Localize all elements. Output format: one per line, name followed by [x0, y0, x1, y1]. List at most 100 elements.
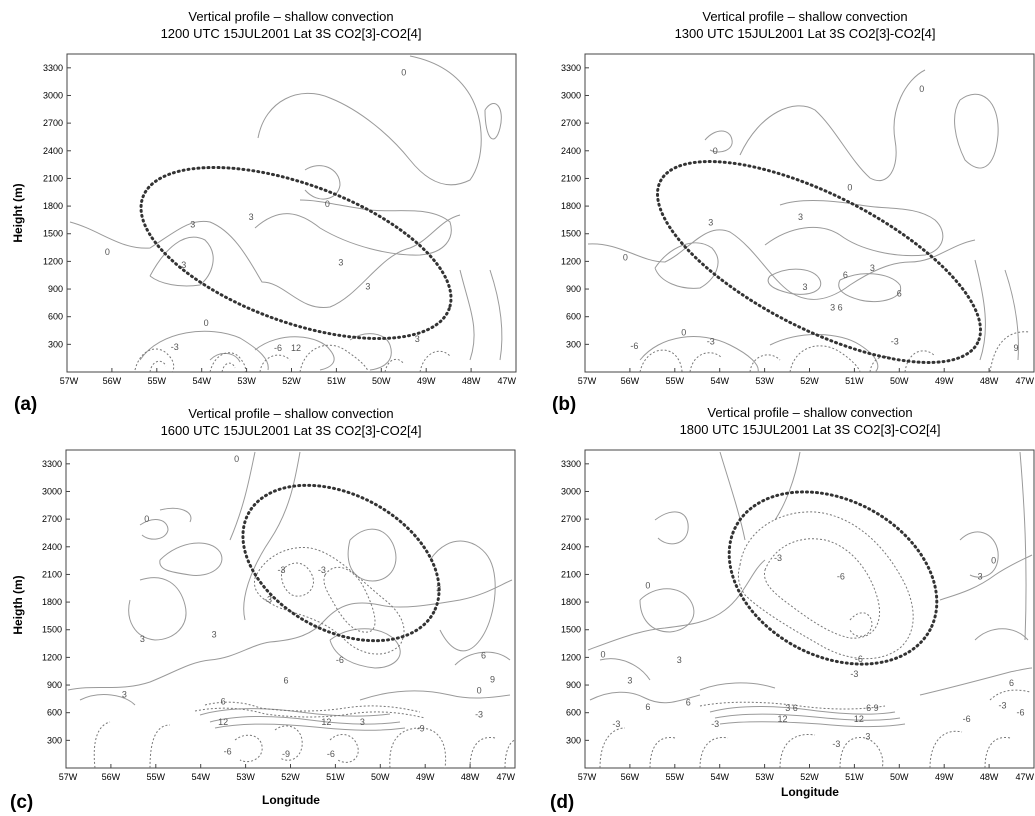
contour-label: -3 — [707, 337, 715, 347]
contour-label: 0 — [919, 84, 924, 94]
y-axis-ticks: 300 600 900 1200 1500 1800 2100 2400 2700 3000 330… — [561, 63, 589, 349]
contour-label: 3 — [190, 220, 195, 230]
x-tick-label: 48W — [462, 376, 481, 386]
contour-label: 3 — [181, 260, 186, 270]
y-tick-label: 600 — [47, 708, 62, 718]
contour-label: 3 — [627, 675, 632, 685]
x-tick-label: 49W — [935, 376, 954, 386]
contour-label: -6 — [224, 746, 232, 756]
y-tick-label: 300 — [566, 735, 581, 745]
y-tick-label: 2700 — [561, 118, 581, 128]
panel-title-line1: Vertical profile – shallow convection — [188, 406, 393, 421]
x-tick-label: 50W — [890, 772, 909, 782]
x-tick-label: 52W — [800, 772, 819, 782]
contour-label: -3 — [318, 565, 326, 575]
contour-label: -6 — [336, 655, 344, 665]
x-tick-label: 55W — [666, 772, 685, 782]
highlight-ellipse — [727, 490, 939, 666]
contour-label: 6 — [645, 702, 650, 712]
y-tick-label: 2700 — [561, 514, 581, 524]
x-tick-label: 54W — [191, 772, 210, 782]
contour-labels: 0 0 0 3 3 6 3 3 6 6 3 0 0 -6 -3 -3 9 — [623, 84, 1019, 353]
x-tick-label: 48W — [980, 376, 999, 386]
contour-label: 3 — [978, 571, 983, 581]
contour-label: 6 — [843, 270, 848, 280]
x-axis-ticks: 57W 56W 55W 54W 53W 52W 51W 50W 49W 48W 47W — [59, 764, 516, 782]
y-tick-label: 1200 — [561, 256, 581, 266]
y-tick-label: 1500 — [561, 625, 581, 635]
contour-label: 3 — [338, 257, 343, 267]
y-tick-label: 900 — [48, 284, 63, 294]
x-tick-label: 53W — [755, 772, 774, 782]
x-tick-label: 54W — [192, 376, 211, 386]
x-tick-label: 57W — [578, 772, 597, 782]
contour-label: 3 — [365, 281, 370, 291]
contour-label: 6 — [481, 651, 486, 661]
y-tick-label: 1800 — [43, 201, 63, 211]
contour-label: -3 — [612, 719, 620, 729]
x-tick-label: 49W — [417, 376, 436, 386]
panel-c: Vertical profile – shallow convection 16… — [10, 406, 516, 813]
y-tick-label: 1200 — [561, 652, 581, 662]
contour-label: 3 — [870, 263, 875, 273]
highlight-ellipse — [241, 483, 441, 643]
contour-label: -6 — [963, 714, 971, 724]
panel-label: (c) — [10, 792, 33, 813]
x-tick-label: 56W — [103, 376, 122, 386]
y-tick-label: 2700 — [43, 118, 63, 128]
y-tick-label: 3000 — [561, 486, 581, 496]
contour-label: -3 — [850, 669, 858, 679]
contour-label: 0 — [623, 253, 628, 263]
contour-label: 3 — [677, 655, 682, 665]
x-tick-label: 50W — [890, 376, 909, 386]
highlight-ellipse — [139, 165, 453, 341]
y-tick-label: 3000 — [43, 90, 63, 100]
x-tick-label: 57W — [578, 376, 597, 386]
y-tick-label: 600 — [566, 708, 581, 718]
y-tick-label: 900 — [566, 680, 581, 690]
x-tick-label: 47W — [1015, 772, 1034, 782]
contour-label: 3 — [708, 218, 713, 228]
contour-label: 6 — [221, 697, 226, 707]
contour-label: 3 — [249, 212, 254, 222]
contour-label: -3 — [475, 710, 483, 720]
y-tick-label: 2100 — [43, 173, 63, 183]
x-tick-label: 49W — [416, 772, 435, 782]
x-tick-label: 47W — [497, 376, 516, 386]
panel-d: Vertical profile – shallow convection 18… — [550, 405, 1035, 813]
contour-label: 0 — [105, 247, 110, 257]
plot-frame — [66, 53, 517, 373]
contour-label: 3 6 — [830, 302, 843, 312]
contour-label: 12 — [854, 714, 864, 724]
x-tick-label: 51W — [326, 772, 345, 782]
y-tick-label: 1800 — [561, 597, 581, 607]
contour-label: 3 — [803, 282, 808, 292]
contour-label: -6 — [630, 341, 638, 351]
panel-title-line1: Vertical profile – shallow convection — [188, 9, 393, 24]
x-tick-label: 52W — [281, 772, 300, 782]
contour-label: 9 — [490, 675, 495, 685]
y-tick-label: 2700 — [42, 514, 62, 524]
contour-lines — [67, 451, 515, 768]
x-tick-label: 54W — [710, 376, 729, 386]
contour-label: 12 — [778, 714, 788, 724]
x-axis-ticks: 57W 56W 55W 54W 53W 52W 51W 50W 49W 48W 47W — [578, 368, 1035, 386]
x-axis-label: Longitude — [262, 793, 320, 807]
contour-label: 12 — [321, 717, 331, 727]
contour-label: -6 — [855, 654, 863, 664]
panel-title-line1: Vertical profile – shallow convection — [702, 9, 907, 24]
y-tick-label: 1200 — [42, 652, 62, 662]
y-tick-label: 3300 — [43, 63, 63, 73]
panel-title-line2: 1200 UTC 15JUL2001 Lat 3S CO2[3]-CO2[4] — [161, 26, 422, 41]
x-tick-label: 56W — [102, 772, 121, 782]
panel-title-line1: Vertical profile – shallow convection — [707, 405, 912, 420]
y-tick-label: 2400 — [43, 146, 63, 156]
y-axis-label: Height (m) — [11, 183, 25, 242]
y-tick-label: 3000 — [42, 486, 62, 496]
y-tick-label: 1500 — [561, 229, 581, 239]
highlight-ellipse — [656, 160, 982, 364]
contour-label: 12 — [291, 343, 301, 353]
